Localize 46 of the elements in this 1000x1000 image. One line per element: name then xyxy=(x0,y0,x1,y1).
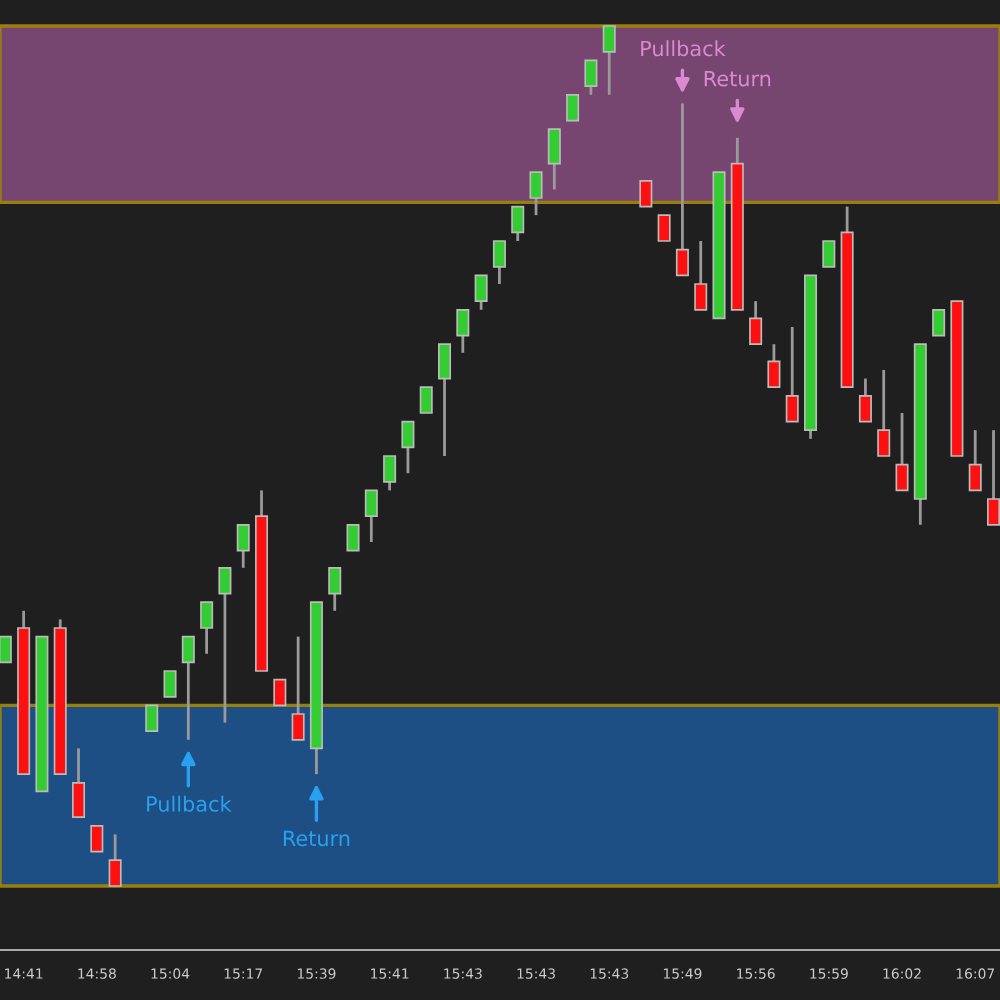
candlestick xyxy=(108,833,122,888)
candlestick xyxy=(822,240,836,268)
candlestick xyxy=(438,342,452,458)
candlestick xyxy=(383,454,397,492)
candlestick xyxy=(72,747,86,819)
candlestick xyxy=(401,420,415,475)
candlestick xyxy=(529,170,543,217)
candlestick xyxy=(90,824,104,853)
candlestick xyxy=(895,411,909,492)
candlestick xyxy=(566,93,580,122)
candlestick xyxy=(492,239,506,286)
candlestick xyxy=(181,635,195,742)
candlestick xyxy=(474,274,488,312)
annotation: Pullback xyxy=(147,795,232,812)
annotation: Pullback xyxy=(641,40,726,57)
candlestick xyxy=(364,489,378,544)
candlestick xyxy=(987,428,1000,527)
candlestick xyxy=(291,635,305,742)
candlestick xyxy=(749,299,763,346)
candlestick xyxy=(200,600,214,656)
candlestick xyxy=(675,102,689,277)
candlestick xyxy=(236,523,250,570)
candlestick xyxy=(346,523,360,552)
candlestick xyxy=(145,704,159,733)
candlestick xyxy=(419,386,433,414)
candlestick xyxy=(163,670,177,698)
candlestick xyxy=(858,377,872,423)
annotation: Return xyxy=(704,70,771,87)
candlestick xyxy=(785,325,799,423)
candlestick xyxy=(877,368,891,458)
candlestick xyxy=(968,428,982,492)
candlestick xyxy=(767,342,781,389)
candlestick xyxy=(657,214,671,242)
annotation: Return xyxy=(283,830,350,847)
candlestick xyxy=(602,24,616,97)
candlestick xyxy=(694,239,708,312)
candlestick xyxy=(511,205,525,243)
candlestick xyxy=(0,635,12,664)
candlestick xyxy=(273,678,287,707)
candlestick xyxy=(218,566,232,724)
candlestick xyxy=(932,308,946,337)
candlestick xyxy=(328,566,342,613)
candlestick xyxy=(456,308,470,355)
candlestick xyxy=(639,179,653,208)
candlestick xyxy=(547,127,561,191)
candlestick xyxy=(584,59,598,97)
